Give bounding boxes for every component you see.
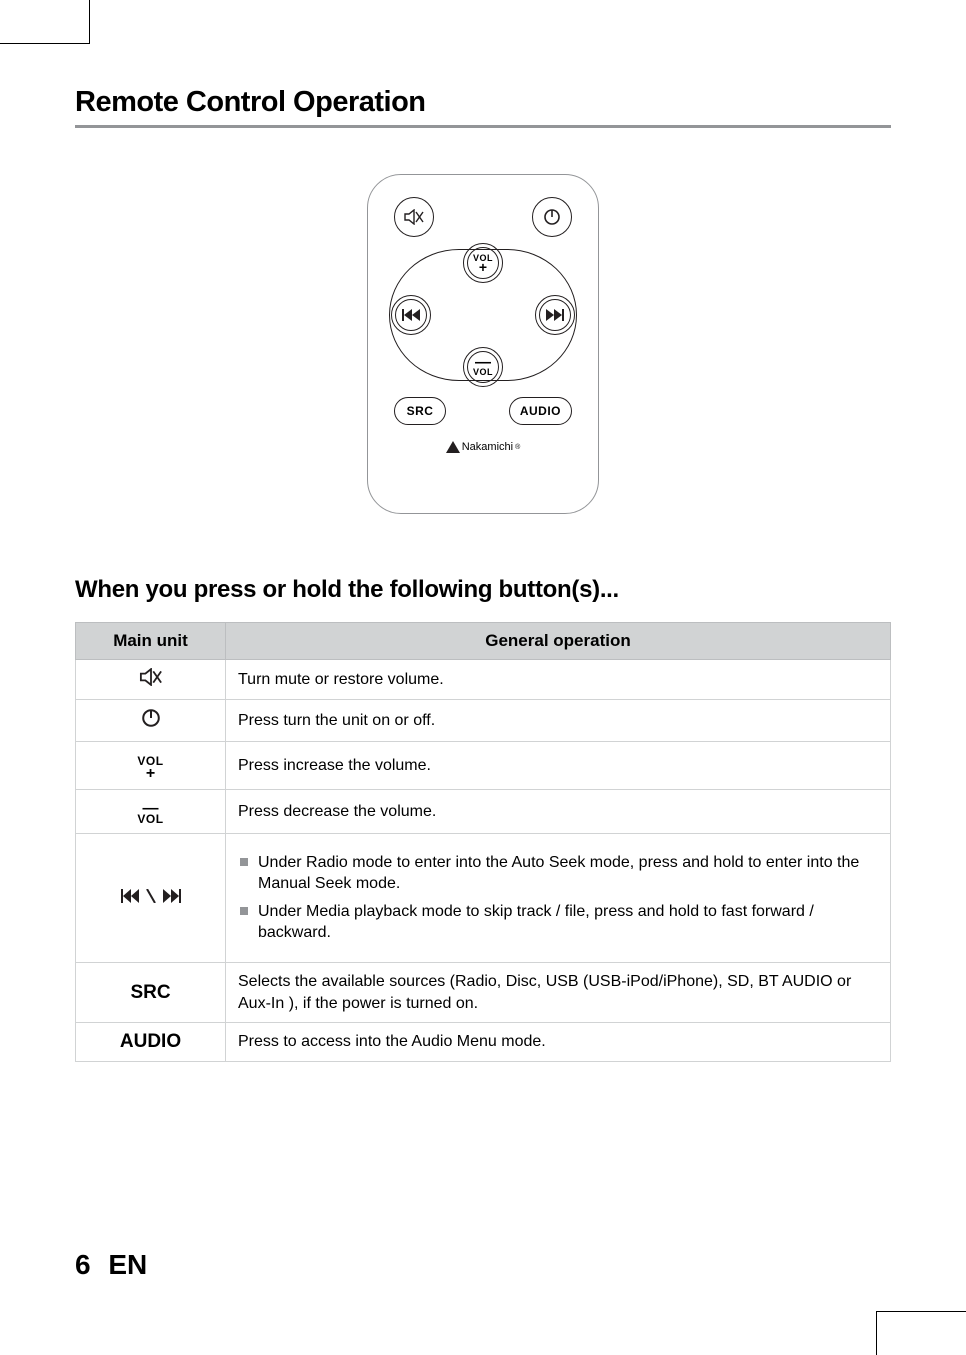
brand-text: Nakamichi	[462, 441, 513, 453]
desc-track: Under Radio mode to enter into the Auto …	[226, 833, 891, 962]
vol-down-label: VOL	[473, 368, 493, 377]
header-general-operation: General operation	[226, 623, 891, 660]
prev-button	[391, 295, 431, 335]
row-audio: AUDIO Press to access into the Audio Men…	[76, 1023, 891, 1062]
row-src: SRC Selects the available sources (Radio…	[76, 962, 891, 1022]
brand-logo: Nakamichi®	[388, 441, 578, 453]
row-mute: Turn mute or restore volume.	[76, 660, 891, 700]
header-main-unit: Main unit	[76, 623, 226, 660]
desc-mute: Turn mute or restore volume.	[226, 660, 891, 700]
crop-mark-bottom-right	[876, 1311, 966, 1355]
track-bullet-2: Under Media playback mode to skip track …	[238, 901, 878, 944]
operation-table: Main unit General operation Turn mute or…	[75, 622, 891, 1062]
vol-down-button: — VOL	[463, 347, 503, 387]
title-rule	[75, 125, 891, 128]
mute-button	[394, 197, 434, 237]
key-track	[76, 833, 226, 962]
page-footer: 6 EN	[75, 1249, 147, 1281]
prev-next-icon	[121, 889, 181, 903]
row-vol-up: VOL + Press increase the volume.	[76, 742, 891, 790]
key-audio: AUDIO	[76, 1023, 226, 1062]
page-lang: EN	[108, 1249, 147, 1280]
power-icon	[141, 708, 161, 728]
audio-button: AUDIO	[509, 397, 572, 425]
page-number: 6	[75, 1249, 91, 1280]
desc-vol-up: Press increase the volume.	[226, 742, 891, 790]
key-mute	[76, 660, 226, 700]
section-heading: When you press or hold the following but…	[75, 576, 891, 604]
key-src: SRC	[76, 962, 226, 1022]
prev-icon	[402, 309, 420, 321]
plus-icon: +	[479, 263, 487, 273]
mute-icon	[404, 209, 424, 225]
plus-icon: +	[146, 767, 155, 781]
crop-mark-top-left	[0, 0, 90, 44]
desc-power: Press turn the unit on or off.	[226, 700, 891, 742]
row-power: Press turn the unit on or off.	[76, 700, 891, 742]
track-bullet-1: Under Radio mode to enter into the Auto …	[238, 852, 878, 895]
desc-audio: Press to access into the Audio Menu mode…	[226, 1023, 891, 1062]
row-track: Under Radio mode to enter into the Auto …	[76, 833, 891, 962]
remote-diagram: VOL + — VOL	[367, 174, 599, 514]
desc-src: Selects the available sources (Radio, Di…	[226, 962, 891, 1022]
next-icon	[546, 309, 564, 321]
page-title: Remote Control Operation	[75, 86, 891, 119]
desc-vol-down: Press decrease the volume.	[226, 790, 891, 833]
next-button	[535, 295, 575, 335]
vol-up-button: VOL +	[463, 243, 503, 283]
row-vol-down: — VOL Press decrease the volume.	[76, 790, 891, 833]
power-button	[532, 197, 572, 237]
mute-icon	[139, 668, 163, 686]
key-vol-down: — VOL	[76, 790, 226, 833]
key-vol-up: VOL +	[76, 742, 226, 790]
src-button: SRC	[394, 397, 446, 425]
vol-down-key-label: VOL	[137, 814, 163, 825]
key-power	[76, 700, 226, 742]
power-icon	[543, 208, 561, 226]
